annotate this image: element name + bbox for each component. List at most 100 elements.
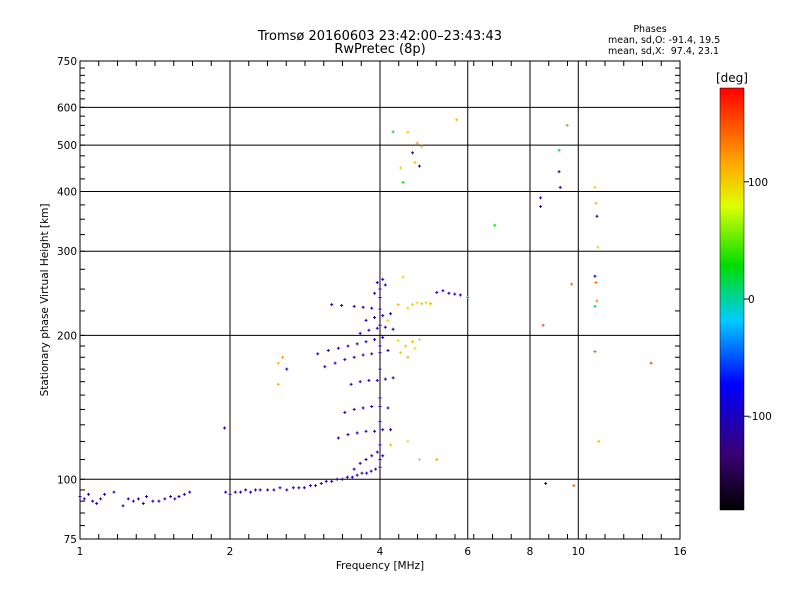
data-point-vbar — [416, 301, 418, 305]
data-point — [228, 492, 232, 496]
data-point — [383, 283, 387, 287]
data-point — [182, 492, 186, 496]
data-point — [224, 490, 228, 494]
data-point-vbar — [379, 396, 381, 400]
data-point-vbar — [545, 481, 547, 485]
data-point-vbar — [379, 307, 381, 311]
colorbar-ticks: 100 0 -100 — [744, 177, 772, 423]
data-point-vbar — [359, 380, 361, 384]
data-point — [378, 457, 382, 461]
data-point-vbar — [379, 404, 381, 408]
data-point-vbar — [331, 479, 333, 483]
data-point-vbar — [250, 490, 252, 494]
data-point-vbar — [494, 223, 496, 227]
data-point-vbar — [320, 481, 322, 485]
data-point — [308, 484, 312, 488]
data-point — [352, 355, 356, 359]
data-point — [594, 281, 598, 285]
y-axis-label: Stationary phase Virtual Height [km] — [39, 204, 51, 397]
data-point — [358, 461, 362, 465]
data-point-vbar — [225, 490, 227, 494]
data-point — [373, 429, 377, 433]
data-point — [378, 287, 382, 291]
y-tick-label: 100 — [57, 474, 77, 486]
data-point-vbar — [371, 306, 373, 310]
data-point-vbar — [371, 352, 373, 356]
data-point-vbar — [379, 420, 381, 424]
data-point-vbar — [292, 486, 294, 490]
data-point-vbar — [596, 299, 598, 303]
data-point-vbar — [245, 488, 247, 492]
data-point — [121, 504, 125, 508]
data-point — [370, 454, 374, 458]
data-point-vbar — [350, 382, 352, 386]
data-point — [340, 303, 344, 307]
data-point — [346, 344, 350, 348]
colorbar-tick-label: -100 — [748, 411, 772, 423]
data-point-vbar — [387, 348, 389, 352]
phases-heading: Phases — [633, 24, 666, 35]
data-point-vbar — [277, 361, 279, 365]
data-point — [594, 201, 598, 205]
data-point — [415, 301, 419, 305]
data-point-vbar — [429, 302, 431, 306]
data-point — [173, 497, 177, 501]
data-point-vbar — [595, 281, 597, 285]
data-point — [435, 457, 439, 461]
data-point-vbar — [598, 439, 600, 443]
data-point-vbar — [286, 488, 288, 492]
data-point-vbar — [596, 214, 598, 218]
data-point — [297, 486, 301, 490]
data-point — [396, 339, 400, 343]
data-point — [378, 404, 382, 408]
data-point — [141, 501, 145, 505]
data-point-vbar — [277, 382, 279, 386]
data-point — [544, 481, 548, 485]
chart-subtitle: RwPretec (8p) — [334, 42, 425, 57]
data-point — [361, 406, 365, 410]
data-point-vbar — [279, 486, 281, 490]
data-point — [466, 296, 470, 300]
x-tick-label: 4 — [377, 546, 384, 558]
data-point — [411, 303, 415, 307]
data-point-vbar — [390, 312, 392, 316]
data-point-vbar — [540, 196, 542, 200]
data-point — [336, 346, 340, 350]
data-point — [244, 488, 248, 492]
data-point — [378, 465, 382, 469]
y-tick-label: 750 — [57, 56, 77, 68]
data-point — [493, 223, 497, 227]
data-point-vbar — [83, 497, 85, 501]
data-point-vbar — [259, 488, 261, 492]
data-point — [381, 454, 385, 458]
data-point-vbar — [365, 457, 367, 461]
y-tick-label: 75 — [64, 534, 77, 546]
data-point — [383, 325, 387, 329]
data-point-vbar — [104, 492, 106, 496]
data-point-vbar — [158, 499, 160, 503]
data-point-vbar — [346, 475, 348, 479]
data-point — [343, 410, 347, 414]
data-point — [572, 484, 576, 488]
data-point-vbar — [400, 351, 402, 355]
x-axis-label: Frequency [MHz] — [336, 560, 424, 572]
data-point — [420, 144, 424, 148]
data-point-vbar — [327, 348, 329, 352]
data-point — [373, 338, 377, 342]
data-point-vbar — [402, 180, 404, 184]
data-point-vbar — [240, 490, 242, 494]
y-tick-label: 500 — [57, 140, 77, 152]
data-point-vbar — [376, 378, 378, 382]
data-point — [151, 499, 155, 503]
data-point-vbar — [92, 499, 94, 503]
data-point-vbar — [384, 377, 386, 381]
data-point — [352, 407, 356, 411]
data-point-vbar — [356, 342, 358, 346]
data-point-vbar — [397, 339, 399, 343]
plot-border — [79, 60, 681, 540]
data-point-vbar — [421, 144, 423, 148]
data-point-vbar — [412, 340, 414, 344]
data-point — [420, 302, 424, 306]
data-point-vbar — [174, 497, 176, 501]
